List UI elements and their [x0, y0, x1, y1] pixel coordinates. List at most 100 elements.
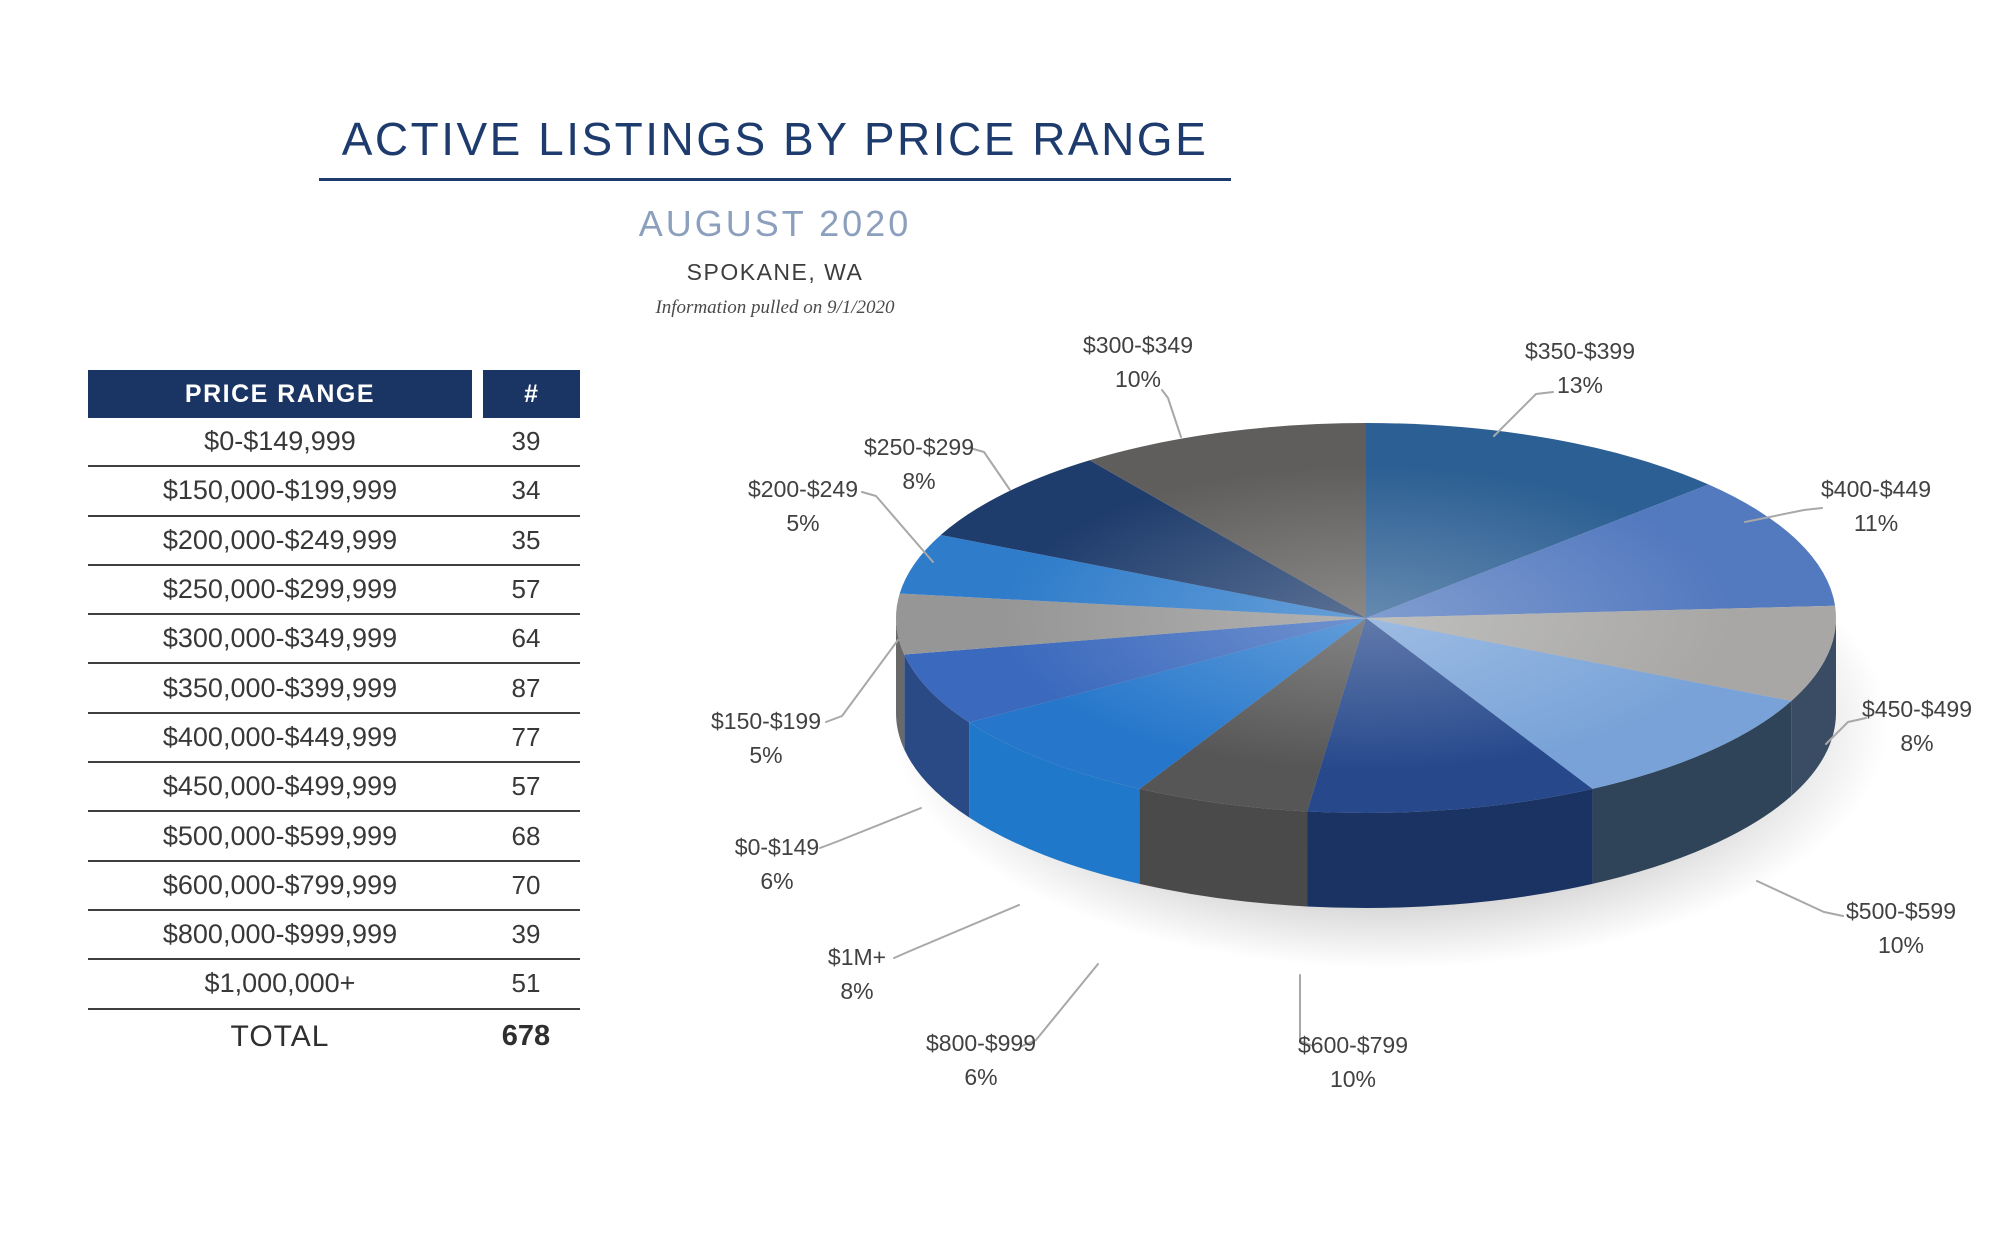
count-cell: 57	[511, 574, 541, 605]
leader-line-250-299	[969, 447, 1011, 491]
pie-label-range: $200-$249	[748, 476, 858, 502]
leader-line-500-599	[1756, 880, 1844, 917]
pie-label-500-599: $500-$599 10%	[1791, 894, 2000, 962]
column-header-price-range: PRICE RANGE	[88, 370, 472, 418]
pie-slice-200-249	[899, 534, 1366, 618]
pie-label-range: $450-$499	[1862, 696, 1972, 722]
leader-line-800-999	[1021, 963, 1099, 1047]
price-range-cell: $1,000,000+	[204, 968, 356, 999]
header-block: ACTIVE LISTINGS BY PRICE RANGE AUGUST 20…	[275, 0, 1275, 319]
pie-slice-150-199	[896, 593, 1366, 655]
table-row: $450,000-$499,999 57	[88, 763, 580, 813]
price-range-cell: $450,000-$499,999	[162, 771, 398, 802]
pie-slice-400-449	[1366, 484, 1836, 618]
table-row: $300,000-$349,999 64	[88, 615, 580, 665]
price-range-cell: $200,000-$249,999	[162, 524, 398, 555]
pie-label-percent: 6%	[760, 868, 794, 894]
pie-label-range: $800-$999	[926, 1030, 1036, 1056]
count-cell: 64	[511, 623, 541, 654]
leader-line-400-449	[1744, 507, 1823, 523]
pie-label-0-149: $0-$149 6%	[667, 830, 887, 898]
pie-label-200-249: $200-$249 5%	[693, 472, 913, 540]
pie-label-range: $150-$199	[711, 708, 821, 734]
page-title: ACTIVE LISTINGS BY PRICE RANGE	[341, 113, 1209, 165]
count-cell: 70	[511, 869, 541, 900]
table-row: $0-$149,999 39	[88, 418, 580, 468]
count-cell: 68	[511, 820, 541, 851]
leader-line-350-399	[1493, 391, 1554, 437]
pie-label-range: $500-$599	[1846, 898, 1956, 924]
count-cell: 35	[511, 524, 541, 555]
pie-label-range: $350-$399	[1525, 338, 1635, 364]
column-divider	[472, 370, 483, 418]
info-note: Information pulled on 9/1/2020	[655, 297, 895, 318]
pie-label-percent: 10%	[1114, 366, 1162, 392]
price-range-cell: $500,000-$599,999	[162, 820, 398, 851]
price-range-cell: $600,000-$799,999	[162, 869, 398, 900]
pie-label-range: $300-$349	[1083, 332, 1193, 358]
leader-line-600-799	[1299, 974, 1314, 1047]
pie-label-350-399: $350-$399 13%	[1470, 334, 1690, 402]
pie-label-percent: 11%	[1853, 510, 1899, 536]
pie-slice-600-799	[1307, 618, 1593, 813]
pie-label-250-299: $250-$299 8%	[809, 430, 1029, 498]
price-range-cell: $350,000-$399,999	[162, 672, 398, 703]
price-range-cell: $0-$149,999	[204, 426, 356, 457]
table-row: $800,000-$999,999 39	[88, 911, 580, 961]
table-row: $400,000-$449,999 77	[88, 714, 580, 764]
pie-slice-side-0-149	[904, 654, 970, 818]
total-value: 678	[501, 1020, 551, 1053]
table-row: $1,000,000+ 51	[88, 960, 580, 1010]
table-row: $250,000-$299,999 57	[88, 566, 580, 616]
leader-line-300-349	[1161, 389, 1182, 438]
pie-label-800-999: $800-$999 6%	[871, 1026, 1091, 1094]
price-range-cell: $150,000-$199,999	[162, 475, 398, 506]
count-cell: 39	[511, 919, 541, 950]
pie-slice-450-499	[1366, 605, 1836, 702]
pie-label-percent: 13%	[1556, 372, 1604, 398]
pie-slice-side-600-799	[1307, 788, 1593, 908]
leader-line-150-199	[825, 639, 899, 723]
pie-slice-side-450-499	[1791, 618, 1836, 797]
table-header-row: PRICE RANGE #	[88, 370, 580, 418]
subtitle-location: SPOKANE, WA	[686, 259, 864, 285]
table-row: $200,000-$249,999 35	[88, 517, 580, 566]
pie-label-percent: 8%	[840, 978, 874, 1004]
count-cell: 39	[511, 426, 541, 457]
pie-slice-800-999	[1139, 618, 1366, 812]
table-total-row: TOTAL 678	[88, 1010, 580, 1064]
price-range-cell: $400,000-$449,999	[162, 721, 398, 752]
leader-line-1m	[893, 904, 1020, 959]
table-body: $0-$149,999 39 $150,000-$199,999 34 $200,000…	[88, 418, 580, 1010]
pie-slice-side-500-599	[1592, 701, 1792, 884]
table-row: $500,000-$599,999 68	[88, 812, 580, 862]
pie-label-percent: 5%	[749, 742, 783, 768]
pie-label-range: $250-$299	[864, 434, 974, 460]
title-underline	[319, 178, 1231, 181]
table-row: $600,000-$799,999 70	[88, 862, 580, 911]
pie-label-percent: 5%	[786, 510, 820, 536]
pie-label-450-499: $450-$499 8%	[1807, 692, 2000, 760]
count-cell: 77	[511, 721, 541, 752]
pie-slice-500-599	[1366, 618, 1792, 789]
pie-label-percent: 10%	[1329, 1066, 1377, 1092]
pie-slice-350-399	[1366, 423, 1709, 618]
pie-label-1m: $1M+ 8%	[747, 940, 967, 1008]
leader-line-200-249	[861, 491, 934, 563]
leader-line-0-149	[819, 807, 922, 849]
pie-slice-250-299	[940, 460, 1366, 618]
table-row: $150,000-$199,999 34	[88, 467, 580, 517]
pie-label-percent: 8%	[1900, 730, 1934, 756]
pie-label-300-349: $300-$349 10%	[1028, 328, 1248, 396]
price-range-cell: $300,000-$349,999	[162, 623, 398, 654]
price-range-cell: $250,000-$299,999	[162, 574, 398, 605]
pie-slice-300-349	[1089, 423, 1366, 618]
total-label: TOTAL	[230, 1019, 330, 1053]
pie-label-600-799: $600-$799 10%	[1243, 1028, 1463, 1096]
pie-label-150-199: $150-$199 5%	[656, 704, 876, 772]
price-table: PRICE RANGE # $0-$149,999 39 $150,000-$199…	[88, 370, 580, 1064]
pie-slice-1m	[969, 618, 1366, 789]
pie-label-percent: 6%	[964, 1064, 998, 1090]
count-cell: 34	[511, 475, 541, 506]
